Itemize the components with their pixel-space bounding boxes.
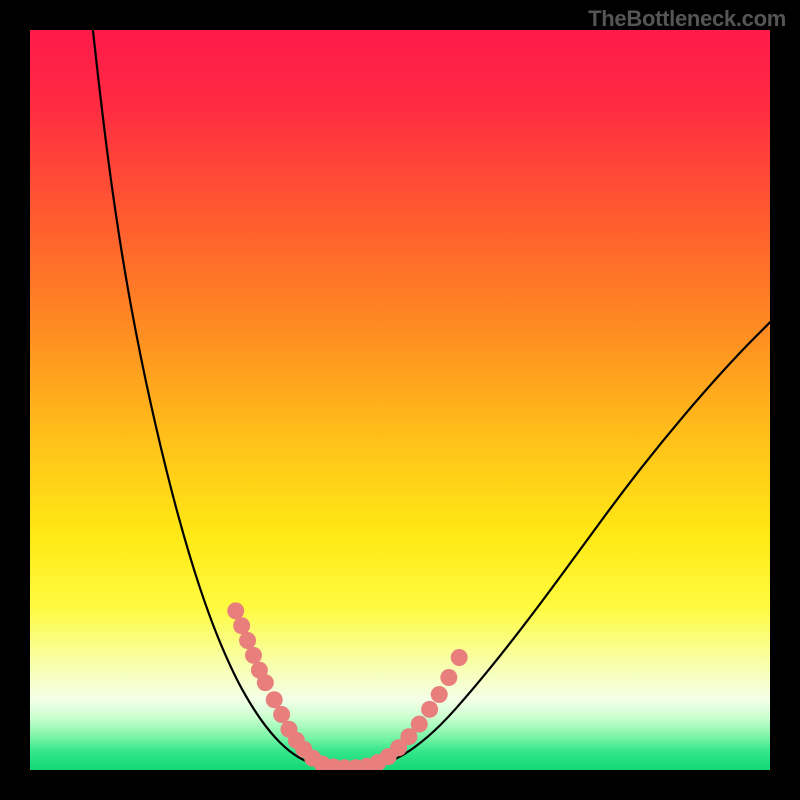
plot-area [30,30,770,770]
watermark-text: TheBottleneck.com [588,6,786,32]
marker-dot [227,602,244,619]
marker-dot [431,686,448,703]
gradient-background [30,30,770,770]
marker-dot [266,691,283,708]
marker-dot [239,632,256,649]
marker-dot [257,674,274,691]
chart-container: TheBottleneck.com [0,0,800,800]
marker-dot [440,669,457,686]
marker-dot [245,647,262,664]
marker-dot [233,617,250,634]
marker-dot [451,649,468,666]
chart-svg [30,30,770,770]
marker-dot [411,716,428,733]
marker-dot [273,706,290,723]
marker-dot [421,701,438,718]
